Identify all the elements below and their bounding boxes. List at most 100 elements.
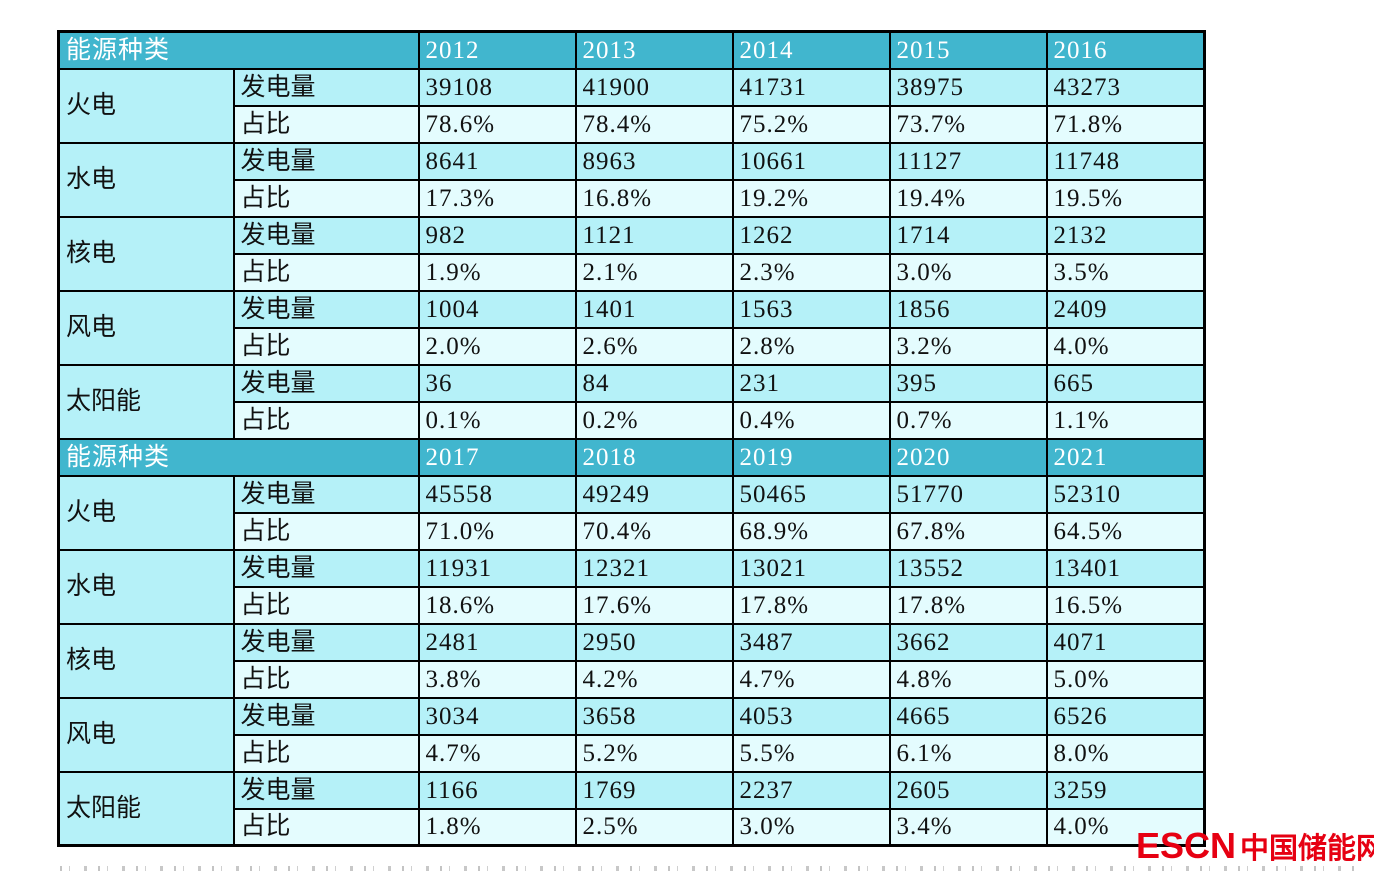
- share-value-cell: 70.4%: [574, 511, 734, 551]
- generation-row: 太阳能 发电量 36 84 231 395 665: [57, 363, 1206, 440]
- generation-value-cell: 52310: [1045, 474, 1206, 514]
- generation-value-cell: 1769: [574, 770, 734, 810]
- generation-row: 太阳能 发电量 1166 1769 2237 2605 3259: [57, 770, 1206, 847]
- generation-row: 风电 发电量 3034 3658 4053 4665 6526: [57, 696, 1206, 773]
- generation-value-cell: 13401: [1045, 548, 1206, 588]
- share-value-cell: 64.5%: [1045, 511, 1206, 551]
- share-value-cell: 3.0%: [731, 807, 891, 847]
- share-value-cell: 16.5%: [1045, 585, 1206, 625]
- share-value-cell: 2.8%: [731, 326, 891, 366]
- share-value-cell: 2.5%: [574, 807, 734, 847]
- metric-label-cell: 发电量: [232, 215, 420, 255]
- generation-value-cell: 43273: [1045, 67, 1206, 107]
- share-value-cell: 3.0%: [888, 252, 1048, 292]
- share-value-cell: 2.0%: [417, 326, 577, 366]
- generation-value-cell: 3487: [731, 622, 891, 662]
- share-value-cell: 4.8%: [888, 659, 1048, 699]
- metric-label-cell: 发电量: [232, 67, 420, 107]
- generation-value-cell: 50465: [731, 474, 891, 514]
- generation-value-cell: 49249: [574, 474, 734, 514]
- generation-value-cell: 2605: [888, 770, 1048, 810]
- share-value-cell: 68.9%: [731, 511, 891, 551]
- share-row: 占比 4.7% 5.2% 5.5% 6.1% 8.0%: [59, 733, 1206, 773]
- share-value-cell: 71.0%: [417, 511, 577, 551]
- year-header-cell: 2020: [888, 437, 1048, 477]
- share-value-cell: 17.8%: [731, 585, 891, 625]
- generation-value-cell: 1262: [731, 215, 891, 255]
- year-header-cell: 2014: [731, 30, 891, 70]
- year-header-cell: 2019: [731, 437, 891, 477]
- generation-value-cell: 4053: [731, 696, 891, 736]
- share-value-cell: 16.8%: [574, 178, 734, 218]
- generation-value-cell: 51770: [888, 474, 1048, 514]
- generation-value-cell: 395: [888, 363, 1048, 403]
- generation-value-cell: 2481: [417, 622, 577, 662]
- energy-type-cell: 风电: [57, 289, 235, 366]
- share-row: 占比 18.6% 17.6% 17.8% 17.8% 16.5%: [59, 585, 1206, 625]
- generation-value-cell: 13021: [731, 548, 891, 588]
- metric-label-cell: 发电量: [232, 289, 420, 329]
- energy-type-cell: 风电: [57, 696, 235, 773]
- generation-row: 火电 发电量 39108 41900 41731 38975 43273: [57, 67, 1206, 144]
- generation-value-cell: 3034: [417, 696, 577, 736]
- share-value-cell: 73.7%: [888, 104, 1048, 144]
- metric-label-cell: 占比: [232, 585, 420, 625]
- generation-value-cell: 84: [574, 363, 734, 403]
- energy-type-cell: 太阳能: [57, 363, 235, 440]
- share-value-cell: 4.0%: [1045, 807, 1206, 847]
- share-value-cell: 4.7%: [731, 659, 891, 699]
- share-row: 占比 1.8% 2.5% 3.0% 3.4% 4.0%: [59, 807, 1206, 847]
- metric-label-cell: 占比: [232, 326, 420, 366]
- share-row: 占比 0.1% 0.2% 0.4% 0.7% 1.1%: [59, 400, 1206, 440]
- generation-value-cell: 11931: [417, 548, 577, 588]
- share-row: 占比 1.9% 2.1% 2.3% 3.0% 3.5%: [59, 252, 1206, 292]
- year-header-cell: 2013: [574, 30, 734, 70]
- share-value-cell: 18.6%: [417, 585, 577, 625]
- energy-table: 能源种类 2012 2013 2014 2015 2016 火电 发电量 39108 41900 4…: [57, 30, 1207, 847]
- generation-value-cell: 2409: [1045, 289, 1206, 329]
- generation-value-cell: 8641: [417, 141, 577, 181]
- share-value-cell: 3.5%: [1045, 252, 1206, 292]
- year-header-cell: 2012: [417, 30, 577, 70]
- generation-value-cell: 1401: [574, 289, 734, 329]
- generation-value-cell: 38975: [888, 67, 1048, 107]
- metric-label-cell: 占比: [232, 807, 420, 847]
- generation-value-cell: 3259: [1045, 770, 1206, 810]
- energy-type-cell: 水电: [57, 141, 235, 218]
- share-row: 占比 3.8% 4.2% 4.7% 4.8% 5.0%: [59, 659, 1206, 699]
- energy-type-cell: 火电: [57, 474, 235, 551]
- generation-row: 核电 发电量 982 1121 1262 1714 2132: [57, 215, 1206, 292]
- share-value-cell: 3.2%: [888, 326, 1048, 366]
- year-header-cell: 2021: [1045, 437, 1206, 477]
- share-row: 占比 78.6% 78.4% 75.2% 73.7% 71.8%: [59, 104, 1206, 144]
- metric-label-cell: 发电量: [232, 141, 420, 181]
- share-value-cell: 1.1%: [1045, 400, 1206, 440]
- metric-label-cell: 占比: [232, 659, 420, 699]
- share-value-cell: 3.8%: [417, 659, 577, 699]
- year-header-cell: 2016: [1045, 30, 1206, 70]
- share-value-cell: 4.7%: [417, 733, 577, 773]
- generation-row: 核电 发电量 2481 2950 3487 3662 4071: [57, 622, 1206, 699]
- generation-value-cell: 10661: [731, 141, 891, 181]
- share-value-cell: 17.3%: [417, 178, 577, 218]
- energy-type-header-cell: 能源种类: [57, 437, 420, 477]
- generation-value-cell: 13552: [888, 548, 1048, 588]
- share-row: 占比 2.0% 2.6% 2.8% 3.2% 4.0%: [59, 326, 1206, 366]
- share-value-cell: 1.9%: [417, 252, 577, 292]
- escn-logo: ESCN 中国储能网: [1136, 825, 1374, 867]
- share-value-cell: 4.2%: [574, 659, 734, 699]
- generation-value-cell: 36: [417, 363, 577, 403]
- generation-value-cell: 2132: [1045, 215, 1206, 255]
- generation-value-cell: 1714: [888, 215, 1048, 255]
- escn-logo-sitename: 中国储能网: [1240, 833, 1374, 865]
- metric-label-cell: 发电量: [232, 696, 420, 736]
- energy-type-cell: 水电: [57, 548, 235, 625]
- generation-value-cell: 231: [731, 363, 891, 403]
- share-value-cell: 2.6%: [574, 326, 734, 366]
- share-value-cell: 71.8%: [1045, 104, 1206, 144]
- generation-value-cell: 2237: [731, 770, 891, 810]
- year-header-cell: 2015: [888, 30, 1048, 70]
- generation-value-cell: 665: [1045, 363, 1206, 403]
- generation-value-cell: 45558: [417, 474, 577, 514]
- year-header-cell: 2017: [417, 437, 577, 477]
